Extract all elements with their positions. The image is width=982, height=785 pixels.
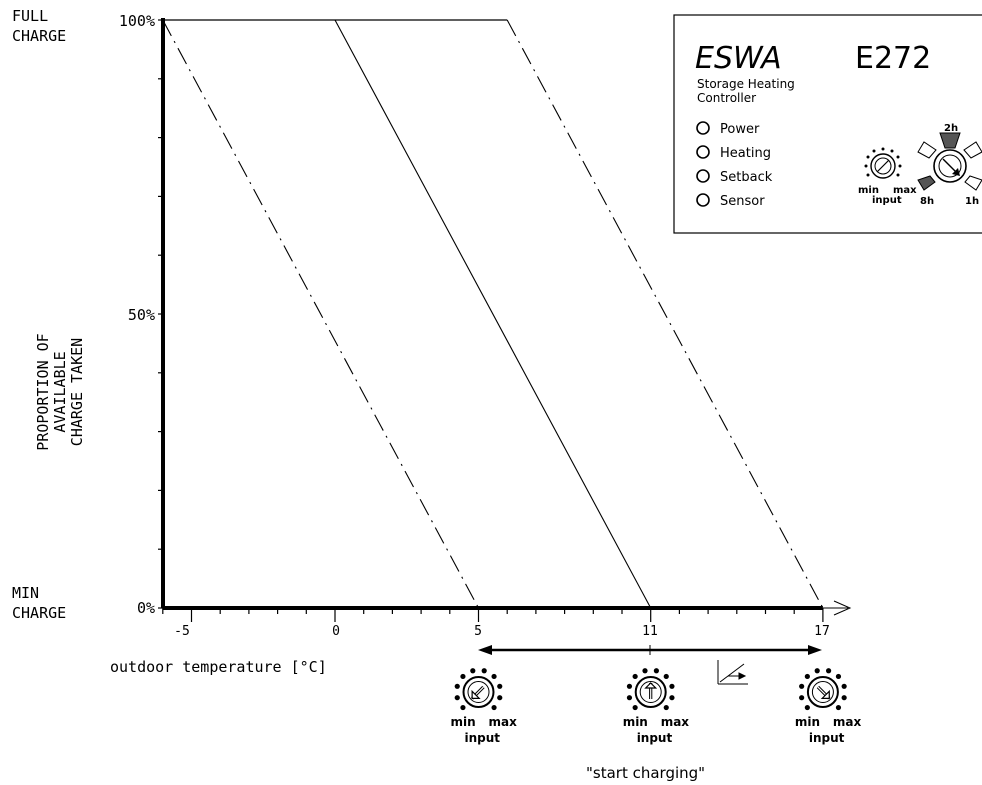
knob-dot: [804, 704, 810, 711]
knob-dot: [497, 683, 503, 689]
setback-led-icon: [696, 169, 710, 183]
xtick-neg5: -5: [174, 624, 190, 639]
knob-inner-icon: [639, 681, 662, 703]
knob-dot: [841, 695, 847, 701]
knob-max-label: max: [661, 715, 690, 729]
knob-dot: [669, 695, 675, 701]
xtick-5: 5: [474, 624, 482, 639]
knob-dot: [799, 695, 805, 701]
time-2h-label: 2h: [944, 123, 958, 134]
knob-dot: [481, 668, 487, 674]
controller-panel: ESWA E272 Storage Heating Controller Pow…: [673, 14, 982, 234]
knob-at-5: min max input: [451, 668, 518, 745]
input-knob-icon: [864, 147, 902, 179]
y-axis-title: PROPORTION OF AVAILABLE CHARGE TAKEN: [34, 333, 86, 450]
ytick-0: 0%: [137, 599, 155, 617]
knob-dot: [491, 704, 497, 711]
knob-dot: [497, 695, 503, 701]
knob-dot: [632, 673, 638, 680]
knob-min-label: min: [623, 715, 648, 729]
brand-name: ESWA: [695, 41, 782, 76]
knob-arrowhead-icon: [820, 689, 830, 699]
ylabel-line-3: CHARGE TAKEN: [68, 338, 86, 446]
knob-dot: [626, 683, 633, 689]
x-axis-arrow: [833, 600, 852, 616]
knob-arrowhead-icon: [471, 689, 481, 699]
xtick-17: 17: [814, 624, 830, 639]
knob-dot: [460, 704, 466, 711]
sensor-led-icon: [696, 193, 710, 207]
knob-dot: [814, 668, 820, 674]
knob-inner-icon: [467, 681, 490, 703]
plot-area: [158, 18, 852, 622]
panel-knob-input: input: [872, 195, 902, 206]
knob-dot: [642, 668, 648, 674]
series-line-2: [334, 19, 652, 609]
xtick-0: 0: [332, 624, 340, 639]
charge-bottom-label: CHARGE: [12, 604, 66, 622]
panel-subtitle-2: Controller: [697, 91, 756, 105]
ylabel-line-1: PROPORTION OF: [34, 333, 52, 450]
x-axis-title: outdoor temperature [°C]: [110, 658, 327, 676]
knob-dot: [799, 683, 805, 689]
knob-dot: [470, 668, 476, 674]
knob-max-label: max: [489, 715, 518, 729]
ytick-100: 100%: [119, 12, 155, 30]
knob-arrowhead-icon: [644, 682, 658, 689]
ytick-50: 50%: [128, 306, 155, 324]
time-selector-icon: [917, 132, 982, 191]
panel-subtitle-1: Storage Heating: [697, 77, 795, 91]
series-line-1: [162, 19, 479, 609]
knob-inner-icon: [811, 681, 834, 703]
knob-min-label: min: [451, 715, 476, 729]
knob-dot: [491, 673, 497, 680]
ylabel-line-2: AVAILABLE: [51, 351, 69, 432]
knob-dot: [663, 673, 669, 680]
knob-input-label: input: [465, 731, 501, 745]
time-1h-label: 1h: [965, 196, 979, 207]
knob-dot: [460, 673, 466, 680]
knob-at-17: min max input: [795, 668, 862, 745]
knob-dot: [454, 683, 460, 689]
knob-dot: [835, 673, 842, 680]
knob-dot: [663, 704, 669, 711]
model-number: E272: [855, 41, 931, 76]
knob-input-label: input: [809, 731, 845, 745]
slope-symbol: [717, 660, 748, 685]
min-label: MIN: [12, 584, 39, 602]
led-label-power: Power: [720, 122, 760, 137]
caption: "start charging": [586, 764, 705, 782]
knob-dot: [454, 695, 460, 701]
knob-at-11: min max input: [623, 668, 690, 745]
knob-max-label: max: [833, 715, 862, 729]
panel-knob-max: max: [893, 185, 917, 196]
knob-input-label: input: [637, 731, 673, 745]
led-label-heating: Heating: [720, 146, 771, 161]
charge-top-label: CHARGE: [12, 27, 66, 45]
range-arrow: [478, 645, 822, 655]
knob-dot: [825, 668, 832, 674]
knob-dot: [669, 683, 675, 689]
panel-knob-min: min: [858, 185, 879, 196]
xtick-11: 11: [642, 624, 658, 639]
time-8h-label: 8h: [920, 196, 934, 207]
knob-dot: [632, 704, 638, 711]
led-label-sensor: Sensor: [720, 194, 765, 209]
led-label-setback: Setback: [720, 170, 773, 185]
power-led-icon: [696, 121, 710, 135]
knob-dot: [841, 683, 847, 689]
knob-dot: [835, 704, 842, 711]
heating-led-icon: [696, 145, 710, 159]
knob-dot: [653, 668, 659, 674]
full-label: FULL: [12, 7, 48, 25]
knob-dot: [804, 673, 810, 680]
series-line-3: [506, 19, 824, 609]
knob-min-label: min: [795, 715, 820, 729]
knob-dot: [626, 695, 633, 701]
